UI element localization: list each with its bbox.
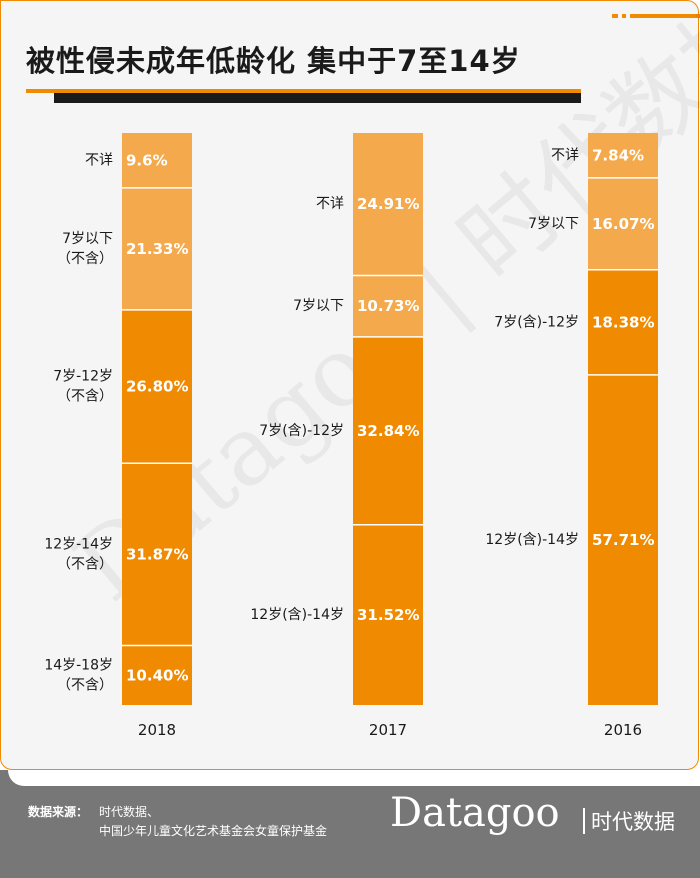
value-label: 32.84% [357, 422, 419, 440]
category-label: 不详 [85, 152, 113, 168]
bar-segment [122, 463, 192, 646]
year-tick-label: 2017 [369, 721, 407, 739]
value-label: 16.07% [592, 215, 654, 233]
category-label: （不含） [57, 556, 113, 572]
value-label: 9.6% [126, 151, 168, 169]
corner-decoration [612, 14, 700, 18]
source-label: 数据来源： [28, 805, 89, 819]
value-label: 21.33% [126, 240, 188, 258]
category-label: 12岁(含)-14岁 [250, 607, 344, 623]
category-label: （不含） [57, 251, 113, 267]
category-label: 不详 [316, 196, 344, 212]
category-label: 不详 [551, 147, 579, 163]
bar-segment [353, 133, 423, 276]
category-label: （不含） [57, 677, 113, 693]
category-label: 14岁-18岁 [44, 657, 113, 673]
bar-segment [588, 374, 658, 705]
chart-title: 被性侵未成年低龄化 集中于7至14岁 [26, 44, 521, 78]
year-tick-label: 2016 [604, 721, 642, 739]
value-label: 31.87% [126, 545, 188, 563]
category-label: 7岁-12岁 [53, 369, 113, 385]
value-label: 26.80% [126, 378, 188, 396]
category-label: 7岁(含)-12岁 [494, 314, 579, 330]
stacked-bar-chart: 9.6% 不详 21.33% 7岁以下 （不含） 26.80% 7岁-12岁 （不含） 31.8… [44, 133, 658, 739]
category-label: 7岁以下 [293, 298, 344, 314]
year-tick-label: 2018 [138, 721, 176, 739]
category-label: 12岁-14岁 [44, 536, 113, 552]
source-line-2: 中国少年儿童文化艺术基金会女童保护基金 [99, 824, 328, 838]
logo-separator [583, 808, 585, 834]
category-label: 12岁(含)-14岁 [485, 532, 579, 548]
brand-logo-word: Datagoo [390, 790, 560, 836]
category-label: （不含） [57, 389, 113, 405]
footer-background [0, 770, 700, 878]
value-label: 31.52% [357, 606, 419, 624]
bar-segment [588, 177, 658, 270]
source-line-1: 时代数据、 [99, 805, 160, 819]
value-label: 57.71% [592, 531, 654, 549]
bar-segment [122, 645, 192, 705]
bar-segment [588, 133, 658, 178]
value-label: 18.38% [592, 313, 654, 331]
bar-segment [122, 133, 192, 188]
category-label: 7岁以下 [528, 216, 579, 232]
title-underline-dark [54, 93, 581, 103]
value-label: 10.40% [126, 666, 188, 684]
category-label: 7岁(含)-12岁 [259, 423, 344, 439]
value-label: 24.91% [357, 195, 419, 213]
value-label: 7.84% [592, 146, 644, 164]
category-label: 7岁以下 [62, 231, 113, 247]
bar-segment [588, 269, 658, 375]
bar-segment [353, 524, 423, 705]
bar-segment [353, 275, 423, 337]
title-underline-accent [26, 89, 581, 93]
bar-segment [122, 187, 192, 310]
chart-card [0, 0, 699, 770]
bar-segment [353, 336, 423, 525]
bar-segment [122, 309, 192, 464]
value-label: 10.73% [357, 297, 419, 315]
brand-logo-cn: 时代数据 [591, 810, 675, 834]
